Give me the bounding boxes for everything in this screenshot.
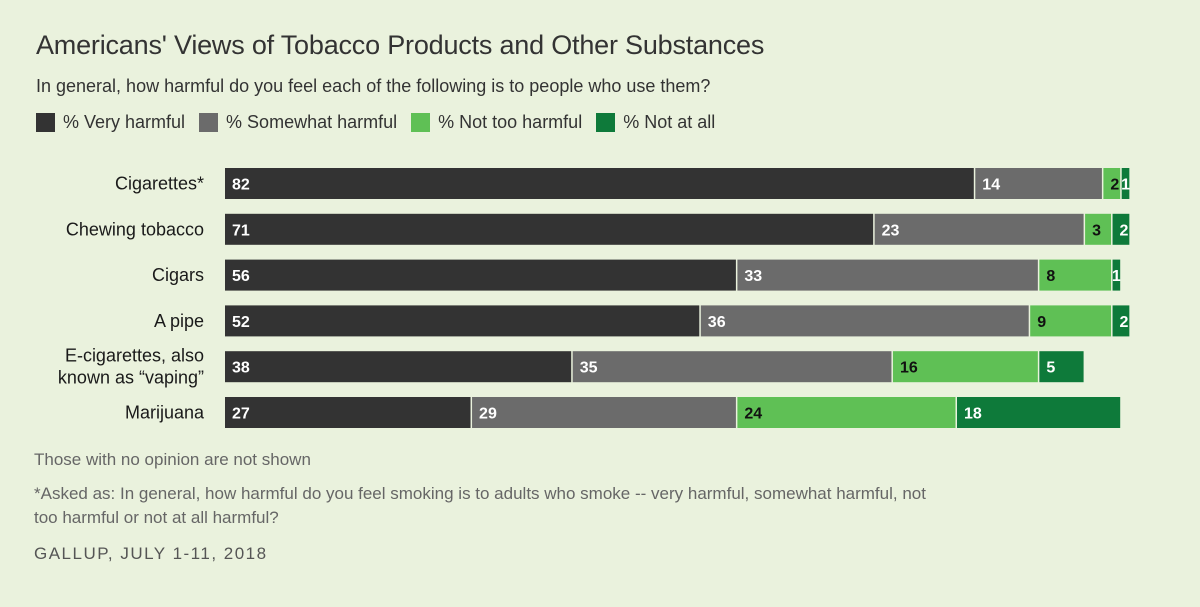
value-label-a-pipe-not-at-all: 2 bbox=[1120, 314, 1129, 331]
legend-swatch-not-too-harmful bbox=[411, 113, 431, 132]
category-label-line: Cigarettes* bbox=[115, 174, 204, 194]
value-label-marijuana-very-harmful: 27 bbox=[232, 406, 250, 423]
bar-e-cigarettes-very-harmful bbox=[225, 351, 572, 383]
value-label-chewing-tobacco-not-at-all: 2 bbox=[1120, 222, 1129, 239]
bar-chewing-tobacco-very-harmful bbox=[225, 213, 874, 245]
value-label-a-pipe-very-harmful: 52 bbox=[232, 314, 250, 331]
bar-marijuana-somewhat-harmful bbox=[472, 397, 736, 428]
bar-cigarettes-not-at-all bbox=[1121, 168, 1130, 199]
chart-title: Americans' Views of Tobacco Products and… bbox=[36, 30, 765, 60]
category-label-chewing-tobacco: Chewing tobacco bbox=[66, 219, 204, 239]
bar-cigarettes-not-too-harmful bbox=[1103, 168, 1121, 199]
bar-e-cigarettes-not-at-all bbox=[1039, 351, 1084, 383]
value-label-e-cigarettes-not-at-all: 5 bbox=[1046, 360, 1055, 377]
category-label-cigarettes: Cigarettes* bbox=[115, 174, 204, 194]
bar-cigars-not-at-all bbox=[1112, 259, 1121, 291]
bar-e-cigarettes-somewhat-harmful bbox=[572, 351, 892, 383]
category-label-e-cigarettes: E-cigarettes, also known as “vaping” bbox=[58, 346, 204, 388]
category-label-marijuana: Marijuana bbox=[125, 403, 205, 423]
legend-item-somewhat-harmful: % Somewhat harmful bbox=[199, 112, 397, 133]
bar-chewing-tobacco-not-at-all bbox=[1112, 213, 1130, 245]
value-label-cigars-somewhat-harmful: 33 bbox=[744, 268, 762, 285]
category-label-a-pipe: A pipe bbox=[154, 311, 204, 331]
value-label-a-pipe-not-too-harmful: 9 bbox=[1037, 314, 1046, 331]
value-label-e-cigarettes-very-harmful: 38 bbox=[232, 360, 250, 377]
legend-item-not-at-all: % Not at all bbox=[596, 112, 715, 133]
value-label-cigarettes-somewhat-harmful: 14 bbox=[982, 177, 1000, 194]
bar-a-pipe-not-at-all bbox=[1112, 305, 1130, 337]
value-label-marijuana-somewhat-harmful: 29 bbox=[479, 406, 497, 423]
bar-e-cigarettes-not-too-harmful bbox=[892, 351, 1038, 383]
legend-label-very-harmful: % Very harmful bbox=[63, 112, 186, 132]
category-label-line: A pipe bbox=[154, 311, 204, 331]
category-label-line: Cigars bbox=[152, 265, 204, 285]
category-label-line: known as “vaping” bbox=[58, 368, 204, 388]
category-label-line: E-cigarettes, also bbox=[65, 346, 204, 366]
value-label-e-cigarettes-somewhat-harmful: 35 bbox=[580, 360, 598, 377]
legend-label-not-too-harmful: % Not too harmful bbox=[438, 112, 583, 132]
bar-marijuana-not-at-all bbox=[957, 397, 1121, 428]
chart-subtitle: In general, how harmful do you feel each… bbox=[36, 76, 711, 96]
value-label-e-cigarettes-not-too-harmful: 16 bbox=[900, 360, 918, 377]
category-label-cigars: Cigars bbox=[152, 265, 204, 285]
value-label-cigarettes-very-harmful: 82 bbox=[232, 177, 250, 194]
bar-a-pipe-somewhat-harmful bbox=[700, 305, 1029, 337]
source-line: GALLUP, JULY 1-11, 2018 bbox=[34, 544, 268, 563]
legend-label-somewhat-harmful: % Somewhat harmful bbox=[226, 112, 398, 132]
bar-marijuana-very-harmful bbox=[225, 397, 471, 428]
value-label-cigarettes-not-at-all: 1 bbox=[1121, 177, 1130, 194]
value-label-marijuana-not-too-harmful: 24 bbox=[744, 406, 762, 423]
bar-marijuana-not-too-harmful bbox=[737, 397, 956, 428]
footnote: *Asked as: In general, how harmful do yo… bbox=[34, 484, 926, 527]
legend-swatch-not-at-all bbox=[596, 113, 616, 132]
legend-item-not-too-harmful: % Not too harmful bbox=[411, 112, 582, 133]
bar-cigarettes-somewhat-harmful bbox=[975, 168, 1102, 199]
bar-cigars-not-too-harmful bbox=[1039, 259, 1112, 291]
value-label-a-pipe-somewhat-harmful: 36 bbox=[708, 314, 726, 331]
value-label-chewing-tobacco-not-too-harmful: 3 bbox=[1092, 222, 1101, 239]
bar-chewing-tobacco-somewhat-harmful bbox=[874, 213, 1084, 245]
value-label-chewing-tobacco-somewhat-harmful: 23 bbox=[882, 222, 900, 239]
value-label-chewing-tobacco-very-harmful: 71 bbox=[232, 222, 250, 239]
legend: % Very harmful % Somewhat harmful % Not … bbox=[36, 112, 729, 133]
value-label-marijuana-not-at-all: 18 bbox=[964, 406, 982, 423]
bar-cigars-very-harmful bbox=[225, 259, 736, 291]
bar-cigars-somewhat-harmful bbox=[737, 259, 1038, 291]
legend-swatch-very-harmful bbox=[36, 113, 55, 132]
bar-a-pipe-very-harmful bbox=[225, 305, 700, 337]
value-label-cigarettes-not-too-harmful: 2 bbox=[1110, 177, 1119, 194]
value-label-cigars-not-at-all: 1 bbox=[1112, 268, 1121, 285]
category-label-line: Marijuana bbox=[125, 403, 205, 423]
category-label-line: Chewing tobacco bbox=[66, 219, 204, 239]
bar-chewing-tobacco-not-too-harmful bbox=[1085, 213, 1112, 245]
legend-item-very-harmful: % Very harmful bbox=[36, 112, 185, 133]
bar-cigarettes-very-harmful bbox=[225, 168, 974, 199]
legend-label-not-at-all: % Not at all bbox=[623, 112, 716, 132]
value-label-cigars-very-harmful: 56 bbox=[232, 268, 250, 285]
legend-swatch-somewhat-harmful bbox=[199, 113, 219, 132]
value-label-cigars-not-too-harmful: 8 bbox=[1046, 268, 1055, 285]
no-opinion-note: Those with no opinion are not shown bbox=[34, 450, 311, 469]
bar-a-pipe-not-too-harmful bbox=[1030, 305, 1112, 337]
